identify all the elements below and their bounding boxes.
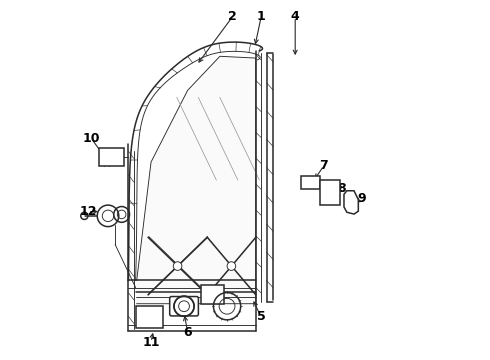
Text: 1: 1 xyxy=(257,10,266,23)
FancyBboxPatch shape xyxy=(136,306,163,328)
FancyBboxPatch shape xyxy=(319,180,340,205)
Polygon shape xyxy=(137,56,256,304)
Text: 3: 3 xyxy=(153,310,161,323)
Text: 4: 4 xyxy=(291,10,299,23)
Polygon shape xyxy=(344,191,358,214)
FancyBboxPatch shape xyxy=(201,285,224,305)
Text: 8: 8 xyxy=(337,182,345,195)
Text: 11: 11 xyxy=(142,336,160,348)
Text: 6: 6 xyxy=(183,325,192,338)
FancyBboxPatch shape xyxy=(170,297,198,316)
FancyBboxPatch shape xyxy=(99,148,124,166)
FancyBboxPatch shape xyxy=(301,176,319,189)
Text: 7: 7 xyxy=(319,159,328,172)
Text: 5: 5 xyxy=(257,310,266,324)
Circle shape xyxy=(227,262,236,270)
Circle shape xyxy=(173,262,182,270)
Text: 12: 12 xyxy=(79,205,97,218)
Text: 9: 9 xyxy=(358,192,366,205)
Circle shape xyxy=(81,212,88,220)
Text: 2: 2 xyxy=(228,10,237,23)
Text: 10: 10 xyxy=(83,132,100,145)
